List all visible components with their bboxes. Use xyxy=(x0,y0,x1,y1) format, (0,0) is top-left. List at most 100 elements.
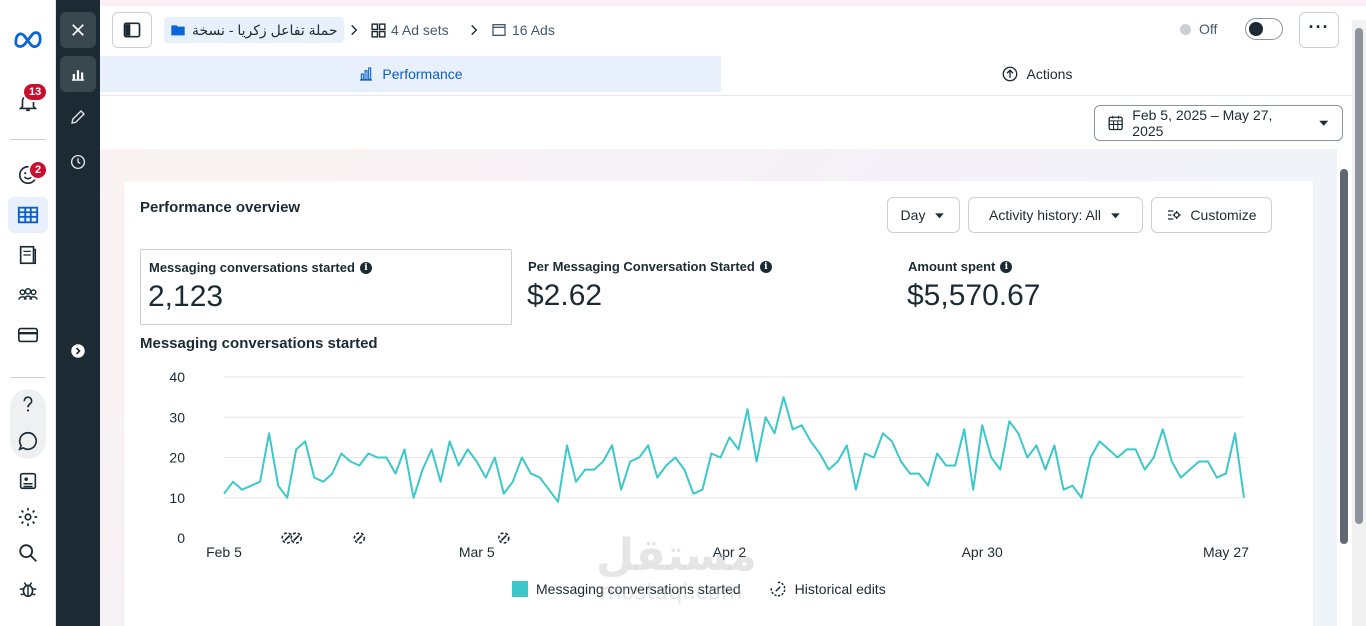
card-title: Performance overview xyxy=(140,199,301,216)
tab-performance-label: Performance xyxy=(382,66,463,82)
x-tick-label: Apr 2 xyxy=(713,544,747,560)
pages-book-icon[interactable] xyxy=(0,237,56,273)
help-group xyxy=(10,389,46,459)
metric-value: $2.62 xyxy=(527,279,603,312)
metric-label-text: Per Messaging Conversation Started xyxy=(528,259,755,274)
caret-down-icon xyxy=(1111,212,1120,218)
activity-history-dropdown[interactable]: Activity history: All xyxy=(968,197,1143,233)
ads-manager-table-icon[interactable] xyxy=(8,197,48,233)
adsets-label: 4 Ad sets xyxy=(391,22,449,38)
actions-arrow-up-icon xyxy=(1002,66,1017,82)
breadcrumb-adsets[interactable]: 4 Ad sets xyxy=(370,17,449,43)
page-scrollbar[interactable] xyxy=(1352,20,1366,626)
close-icon[interactable] xyxy=(60,12,96,48)
line-chart: 0 10 20 30 40 Feb 5 Mar 5 Apr 2 Apr 30 May 27 xyxy=(169,369,1249,560)
historical-edit-marker-slash xyxy=(356,534,363,542)
caret-down-icon xyxy=(1318,120,1328,126)
metric-label-text: Messaging conversations started xyxy=(149,260,355,275)
feedback-chat-icon[interactable] xyxy=(0,423,56,459)
date-range-picker[interactable]: Feb 5, 2025 – May 27, 2025 xyxy=(1094,105,1343,141)
billing-card-icon[interactable] xyxy=(0,317,56,353)
settings-gear-icon[interactable] xyxy=(0,499,56,535)
more-options-button[interactable]: ··· xyxy=(1299,12,1339,48)
customize-sliders-icon xyxy=(1168,210,1182,220)
ads-label: 16 Ads xyxy=(512,22,555,38)
meta-nav-rail: 13 2 xyxy=(0,0,56,626)
historical-edit-marker-slash xyxy=(293,534,300,542)
y-tick-label: 20 xyxy=(169,450,185,466)
watermark-arabic: مستقل xyxy=(596,530,757,581)
audiences-people-icon[interactable] xyxy=(0,277,56,313)
info-icon[interactable]: i xyxy=(359,261,372,274)
meta-logo-icon[interactable] xyxy=(0,20,56,56)
y-tick-label: 30 xyxy=(169,409,185,425)
info-icon[interactable]: i xyxy=(1000,260,1013,273)
editor-tool-column xyxy=(56,0,100,626)
date-range-label: Feb 5, 2025 – May 27, 2025 xyxy=(1132,107,1273,139)
info-icon[interactable]: i xyxy=(759,260,772,273)
activity-history-label: Activity history: All xyxy=(988,207,1102,223)
metric-label: Per Messaging Conversation Started i xyxy=(528,259,772,274)
content-area: Performance overview Day Activity histor… xyxy=(100,149,1337,626)
legend-series-label: Messaging conversations started xyxy=(536,581,741,597)
toggle-panel-button[interactable] xyxy=(112,12,152,48)
historical-edit-marker-slash xyxy=(500,534,507,542)
content-scrollbar[interactable] xyxy=(1337,149,1352,626)
performance-bars-icon xyxy=(360,67,373,81)
metric-value: $5,570.67 xyxy=(907,279,1041,312)
content-scrollbar-thumb[interactable] xyxy=(1340,169,1348,544)
watermark-latin: mostaql.com xyxy=(600,580,743,605)
tab-performance[interactable]: Performance xyxy=(100,56,721,92)
caret-down-icon xyxy=(935,212,945,218)
folder-icon xyxy=(171,25,185,36)
help-question-icon[interactable] xyxy=(0,386,56,422)
top-accent-line xyxy=(0,0,1366,6)
toggle-knob xyxy=(1249,22,1263,36)
historical-edit-marker-slash xyxy=(284,534,291,542)
tab-actions[interactable]: Actions xyxy=(721,56,1352,92)
sidebar-panel-icon xyxy=(123,22,141,38)
status-label: Off xyxy=(1199,21,1218,37)
y-tick-label: 0 xyxy=(177,530,185,546)
notifications-badge: 13 xyxy=(22,82,49,102)
performance-overview-card: Performance overview Day Activity histor… xyxy=(124,181,1313,626)
top-bar: حملة تفاعل زكريا - نسخة 4 Ad sets 16 Ads… xyxy=(100,0,1366,58)
performance-chart-icon[interactable] xyxy=(60,56,96,92)
y-tick-label: 10 xyxy=(169,490,185,506)
metric-label: Amount spent i xyxy=(908,259,1013,274)
metric-card-cost-per-conversation[interactable]: Per Messaging Conversation Started i $2.6… xyxy=(520,249,892,325)
granularity-dropdown[interactable]: Day xyxy=(887,197,960,233)
granularity-label: Day xyxy=(900,207,926,223)
x-tick-label: Apr 30 xyxy=(962,544,1003,560)
campaign-on-off-toggle[interactable] xyxy=(1245,18,1283,40)
status-dot xyxy=(1180,24,1191,35)
y-tick-label: 40 xyxy=(169,369,185,385)
metric-label: Messaging conversations started i xyxy=(149,260,372,275)
emoji-badge: 2 xyxy=(28,160,49,180)
metric-card-conversations[interactable]: Messaging conversations started i 2,123 xyxy=(140,249,512,325)
expand-chevron-icon[interactable] xyxy=(60,333,96,369)
emoji-smiley-icon[interactable] xyxy=(0,157,56,193)
chevron-right-icon xyxy=(351,24,358,36)
campaign-name: حملة تفاعل زكريا - نسخة xyxy=(192,21,338,38)
chart-legend: Messaging conversations started Historic… xyxy=(512,580,886,598)
x-tick-label: May 27 xyxy=(1203,544,1249,560)
ad-frame-icon xyxy=(492,24,506,36)
metric-card-amount-spent[interactable]: Amount spent i $5,570.67 xyxy=(900,249,1272,325)
breadcrumb-ads[interactable]: 16 Ads xyxy=(491,17,555,43)
news-feed-icon[interactable] xyxy=(0,463,56,499)
more-dots-icon: ··· xyxy=(1308,17,1330,37)
customize-button[interactable]: Customize xyxy=(1151,197,1272,233)
tab-actions-label: Actions xyxy=(1026,66,1073,82)
historical-edits-icon xyxy=(770,581,786,597)
breadcrumb-campaign[interactable]: حملة تفاعل زكريا - نسخة xyxy=(164,17,344,43)
history-clock-icon[interactable] xyxy=(60,144,96,180)
rail-divider xyxy=(10,139,46,140)
legend-edits-label: Historical edits xyxy=(794,581,886,597)
page-scrollbar-thumb[interactable] xyxy=(1355,28,1363,524)
report-bug-icon[interactable] xyxy=(0,571,56,607)
x-tick-label: Mar 5 xyxy=(459,544,495,560)
edit-pencil-icon[interactable] xyxy=(60,99,96,135)
customize-label: Customize xyxy=(1190,207,1257,223)
search-icon[interactable] xyxy=(0,535,56,571)
